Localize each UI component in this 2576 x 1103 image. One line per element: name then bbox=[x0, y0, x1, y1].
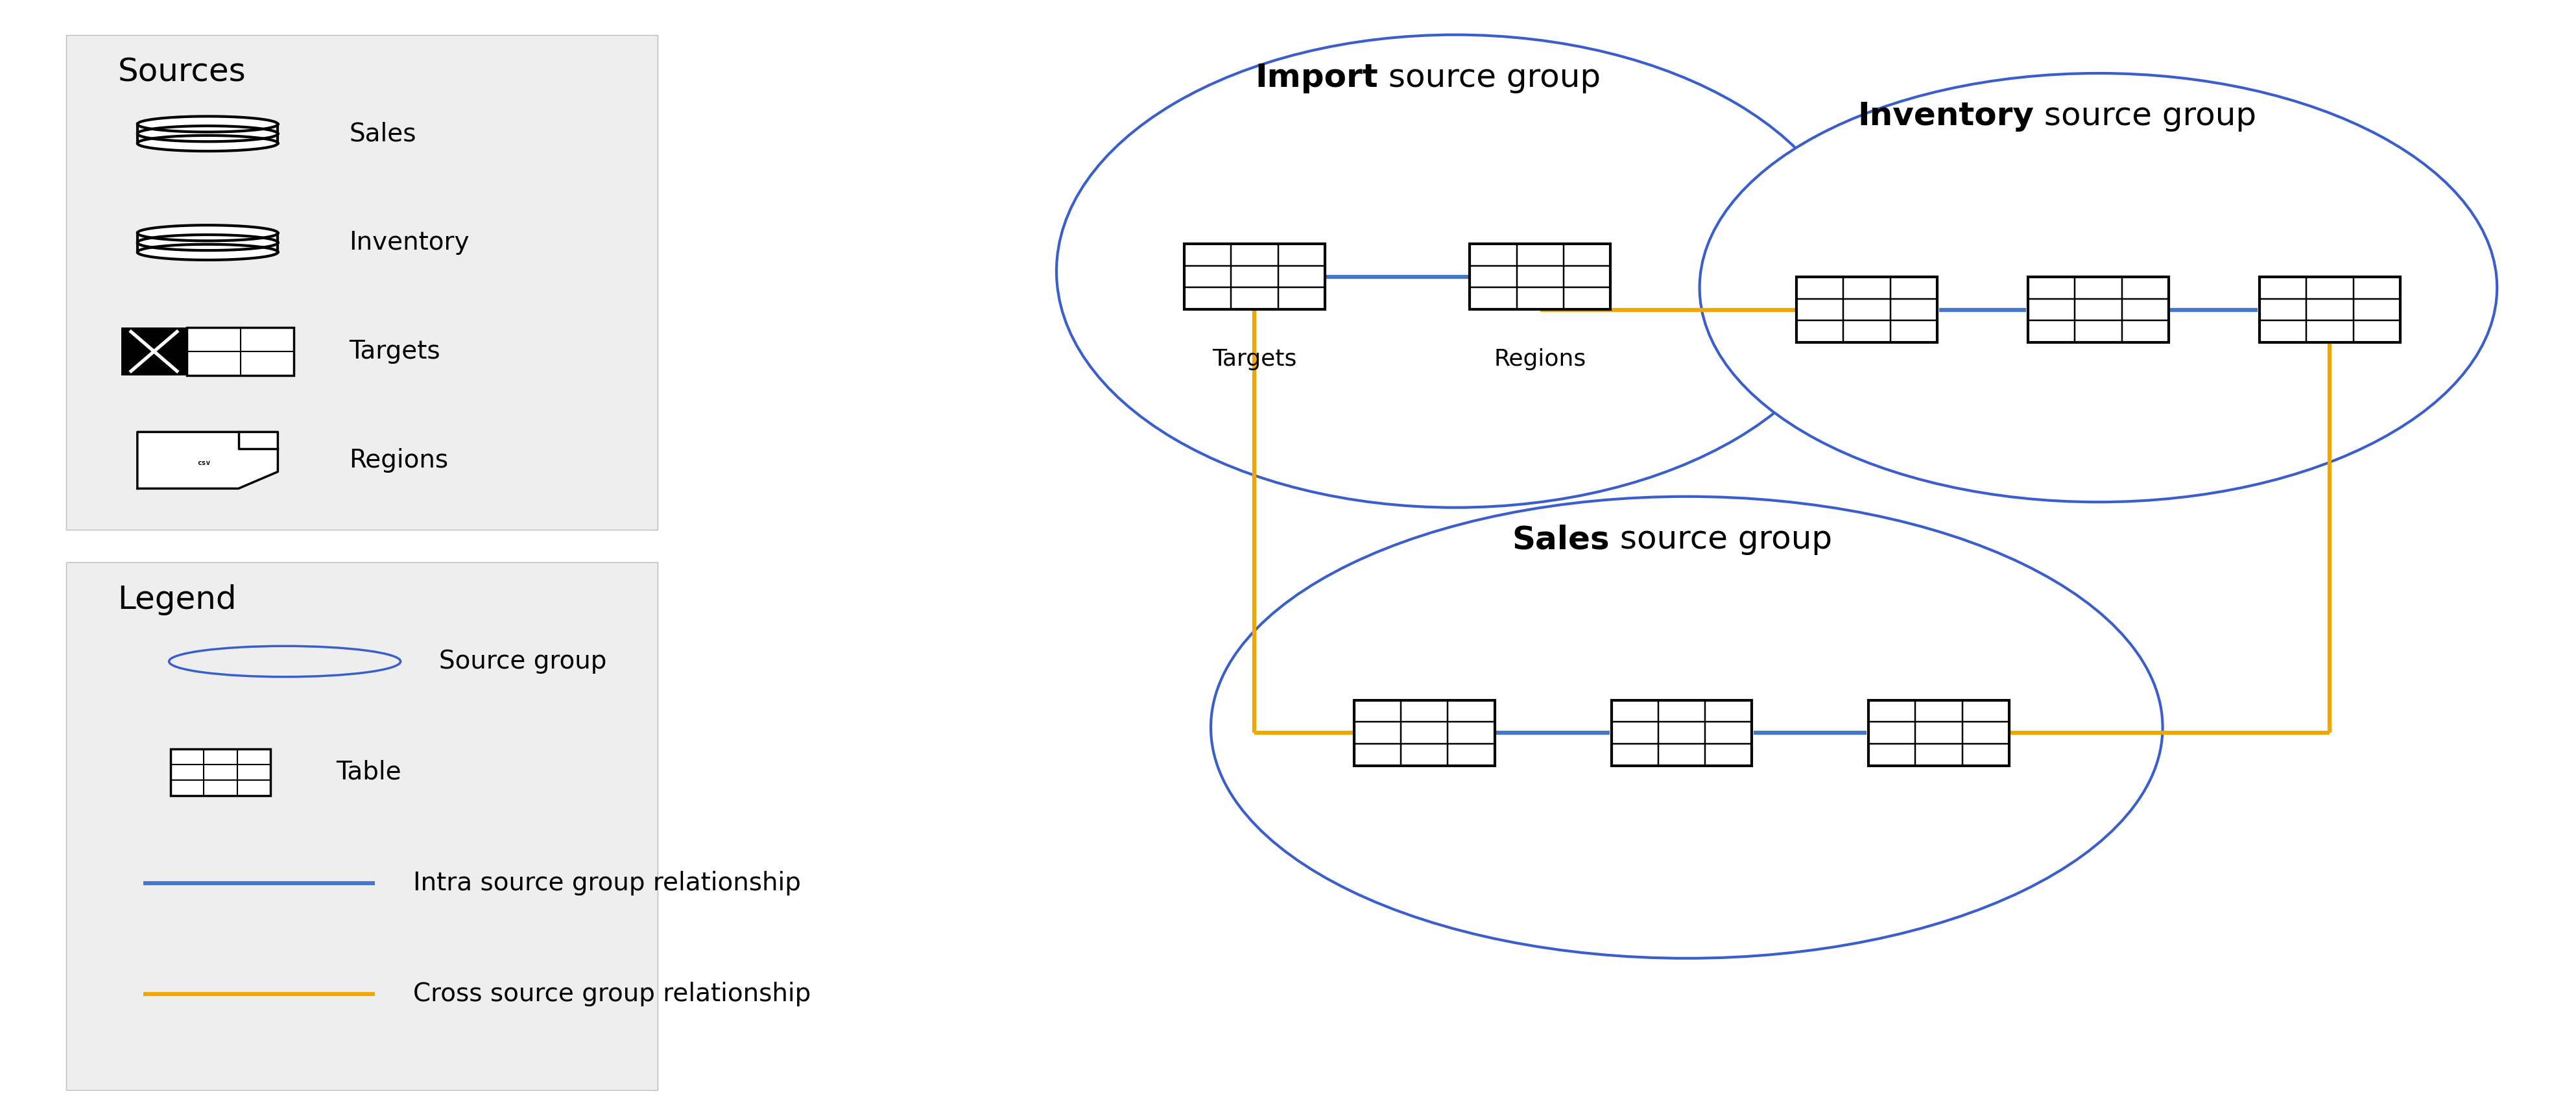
Text: Intra source group relationship: Intra source group relationship bbox=[412, 870, 801, 896]
Bar bbox=[1613, 700, 1752, 765]
Text: Inventory: Inventory bbox=[350, 231, 469, 255]
Text: Legend: Legend bbox=[118, 585, 237, 615]
Bar bbox=[170, 749, 270, 795]
Text: source group: source group bbox=[1378, 62, 1600, 94]
Ellipse shape bbox=[1211, 496, 2164, 959]
Text: source group: source group bbox=[1610, 524, 1832, 555]
Bar bbox=[1355, 700, 1494, 765]
FancyBboxPatch shape bbox=[67, 35, 657, 529]
Polygon shape bbox=[137, 225, 278, 240]
Bar bbox=[2027, 277, 2169, 342]
Bar bbox=[1471, 244, 1610, 309]
Polygon shape bbox=[137, 244, 278, 260]
Polygon shape bbox=[137, 116, 278, 132]
Bar bbox=[2259, 277, 2401, 342]
Bar bbox=[121, 328, 188, 375]
Bar bbox=[1868, 700, 2009, 765]
Text: Regions: Regions bbox=[350, 448, 448, 472]
Ellipse shape bbox=[1056, 35, 1855, 507]
Text: Cross source group relationship: Cross source group relationship bbox=[412, 982, 811, 1006]
FancyBboxPatch shape bbox=[67, 563, 657, 1090]
Text: Regions: Regions bbox=[1494, 349, 1587, 371]
Bar bbox=[1795, 277, 1937, 342]
Text: Import: Import bbox=[1255, 62, 1378, 94]
Ellipse shape bbox=[1700, 73, 2496, 502]
Text: csv: csv bbox=[198, 460, 211, 467]
Text: Inventory: Inventory bbox=[1857, 100, 2035, 132]
Text: Sales: Sales bbox=[350, 121, 417, 146]
Text: Targets: Targets bbox=[1213, 349, 1296, 371]
Polygon shape bbox=[137, 235, 278, 250]
Text: source group: source group bbox=[2035, 100, 2257, 132]
Polygon shape bbox=[137, 126, 278, 141]
Bar bbox=[188, 328, 294, 375]
Text: Source group: Source group bbox=[438, 650, 608, 674]
Text: Sources: Sources bbox=[118, 56, 245, 88]
Polygon shape bbox=[137, 136, 278, 151]
Text: Sales: Sales bbox=[1512, 524, 1610, 555]
Text: Table: Table bbox=[337, 760, 402, 784]
Polygon shape bbox=[137, 432, 278, 489]
Text: Targets: Targets bbox=[350, 339, 440, 364]
Bar bbox=[1185, 244, 1324, 309]
